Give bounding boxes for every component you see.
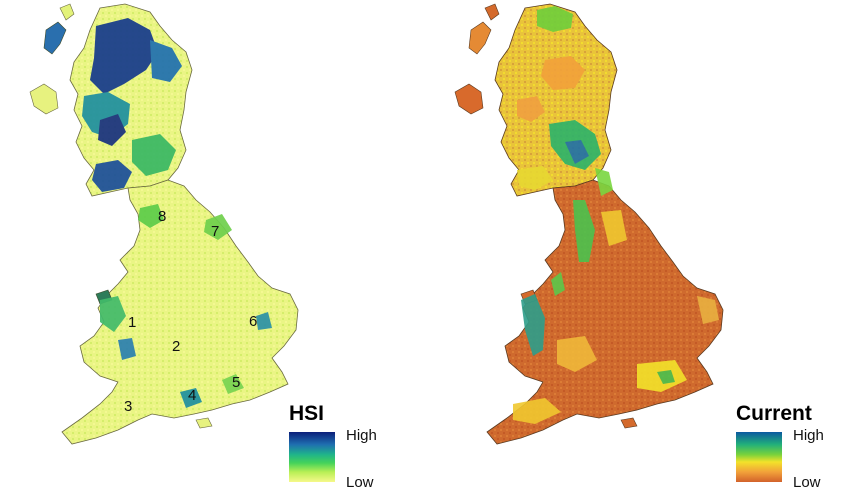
shetland-fragment: [59, 3, 75, 21]
isle-of-wight-current: [620, 417, 638, 429]
hebrides-islands-current: [468, 21, 492, 55]
isle-of-wight: [195, 417, 213, 429]
current-color-ramp: [736, 432, 782, 482]
current-legend-title: Current: [736, 402, 812, 425]
hsi-map-panel: 1 2 3 4 5 6 7 8 HSI High Low: [29, 3, 377, 491]
current-map: Current High Low: [454, 3, 824, 491]
hsi-legend: HSI High Low: [289, 402, 377, 491]
region-label-6: 6: [249, 313, 257, 330]
region-label-4: 4: [188, 387, 196, 404]
region-labels: 1 2 3 4 5 6 7 8: [124, 208, 257, 415]
scotland-shape-current: [494, 3, 618, 197]
region-label-8: 8: [158, 208, 166, 225]
hsi-high-areas: [82, 18, 272, 408]
hsi-legend-title: HSI: [289, 402, 324, 425]
hebrides-islands: [43, 21, 67, 55]
region-label-1: 1: [128, 314, 136, 331]
hsi-map: 1 2 3 4 5 6 7 8 HSI High Low: [29, 3, 377, 491]
hsi-legend-high: High: [346, 427, 377, 444]
current-high-areas: [513, 6, 719, 424]
northern-ireland-fragment: [29, 83, 59, 115]
current-legend: Current High Low: [736, 402, 824, 491]
region-label-7: 7: [211, 223, 219, 240]
hsi-color-ramp: [289, 432, 335, 482]
current-map-panel: Current High Low: [425, 0, 850, 503]
region-label-2: 2: [172, 338, 180, 355]
current-legend-high: High: [793, 427, 824, 444]
shetland-fragment-current: [484, 3, 500, 21]
northern-ireland-fragment-current: [454, 83, 484, 115]
hsi-legend-low: Low: [346, 474, 374, 491]
region-label-3: 3: [124, 398, 132, 415]
current-legend-low: Low: [793, 474, 821, 491]
region-label-5: 5: [232, 374, 240, 391]
england-wales-shape: [61, 179, 299, 445]
